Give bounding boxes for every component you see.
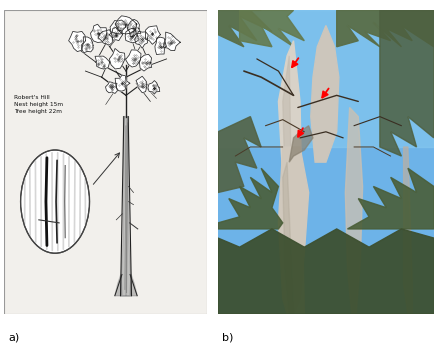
Polygon shape: [91, 24, 107, 42]
Polygon shape: [95, 56, 110, 69]
Polygon shape: [283, 56, 293, 314]
Polygon shape: [115, 75, 130, 91]
Polygon shape: [218, 10, 272, 47]
Polygon shape: [218, 10, 434, 147]
Polygon shape: [136, 76, 147, 93]
Polygon shape: [279, 41, 304, 314]
Polygon shape: [404, 147, 412, 314]
Polygon shape: [148, 81, 160, 94]
Polygon shape: [345, 108, 363, 314]
Polygon shape: [311, 26, 339, 162]
Polygon shape: [115, 275, 137, 296]
Polygon shape: [140, 54, 152, 71]
Circle shape: [20, 150, 89, 253]
Polygon shape: [127, 19, 141, 37]
Text: a): a): [8, 332, 20, 342]
Polygon shape: [279, 147, 309, 314]
Text: b): b): [222, 332, 234, 342]
Polygon shape: [380, 10, 434, 156]
FancyBboxPatch shape: [4, 10, 207, 314]
Polygon shape: [218, 168, 283, 229]
Polygon shape: [218, 229, 434, 314]
Polygon shape: [135, 31, 148, 48]
Polygon shape: [164, 32, 180, 51]
Polygon shape: [98, 30, 112, 45]
Text: Robert's Hill
Nest height 15m
Tree height 22m: Robert's Hill Nest height 15m Tree heigh…: [14, 95, 64, 114]
Polygon shape: [125, 28, 138, 43]
Polygon shape: [126, 50, 141, 67]
Polygon shape: [218, 117, 261, 193]
Polygon shape: [146, 26, 160, 44]
Polygon shape: [109, 28, 123, 41]
Polygon shape: [68, 31, 85, 52]
Polygon shape: [81, 37, 93, 53]
Polygon shape: [109, 48, 125, 69]
Polygon shape: [347, 168, 434, 229]
Polygon shape: [155, 37, 166, 55]
Polygon shape: [115, 16, 137, 34]
Polygon shape: [106, 82, 117, 93]
Polygon shape: [120, 117, 132, 296]
Polygon shape: [337, 10, 434, 47]
Polygon shape: [283, 162, 293, 314]
Polygon shape: [240, 10, 304, 47]
Polygon shape: [289, 126, 313, 162]
Polygon shape: [110, 20, 126, 34]
